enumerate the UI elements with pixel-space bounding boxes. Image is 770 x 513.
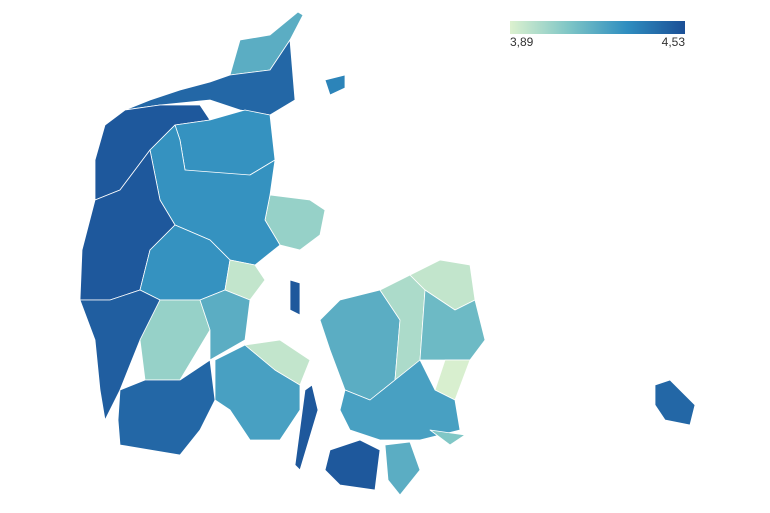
region: [429, 429, 466, 446]
region: [419, 289, 486, 361]
region: [339, 359, 461, 441]
region: [244, 339, 311, 386]
regions: [79, 11, 696, 496]
region: [324, 439, 381, 491]
region: [294, 384, 319, 471]
region: [224, 259, 266, 301]
region: [124, 39, 296, 116]
region: [117, 359, 216, 456]
region: [324, 74, 346, 96]
region: [384, 441, 421, 496]
region: [289, 279, 301, 316]
legend-max-label: 4,53: [662, 35, 686, 49]
legend-gradient: [510, 21, 685, 34]
region: [319, 289, 401, 401]
region: [199, 289, 251, 361]
legend-min-label: 3,89: [510, 35, 534, 49]
region: [654, 379, 696, 426]
region: [79, 289, 161, 421]
